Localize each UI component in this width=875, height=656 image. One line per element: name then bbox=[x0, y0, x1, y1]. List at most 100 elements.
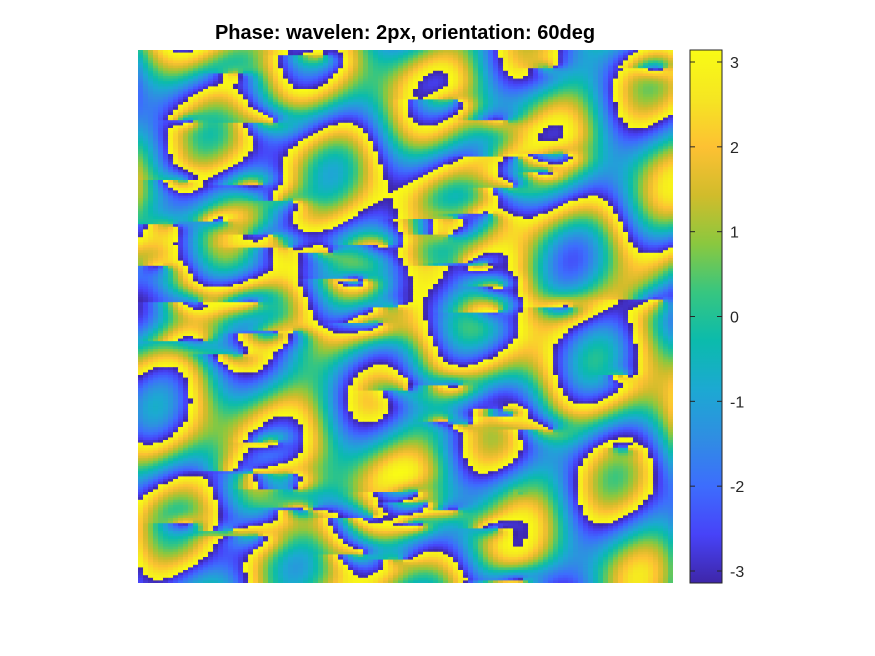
heatmap-cell bbox=[608, 148, 614, 152]
heatmap-cell bbox=[598, 143, 604, 147]
heatmap-cell bbox=[363, 60, 369, 64]
heatmap-cell bbox=[618, 99, 624, 103]
heatmap-cell bbox=[598, 91, 604, 95]
heatmap-cell bbox=[508, 115, 514, 118]
heatmap-cell bbox=[273, 167, 279, 170]
heatmap-cell bbox=[643, 141, 649, 144]
heatmap-cell bbox=[548, 125, 554, 129]
heatmap-cell bbox=[408, 161, 414, 165]
heatmap-cell bbox=[663, 86, 669, 90]
heatmap-cell bbox=[308, 151, 314, 155]
heatmap-cell bbox=[593, 141, 599, 144]
heatmap-cell bbox=[538, 60, 544, 64]
heatmap-cell bbox=[473, 130, 479, 134]
heatmap-cell bbox=[263, 135, 269, 139]
heatmap-cell bbox=[453, 89, 459, 92]
heatmap-cell bbox=[458, 130, 464, 134]
heatmap-cell bbox=[253, 164, 259, 168]
heatmap-cell bbox=[368, 146, 374, 150]
heatmap-cell bbox=[628, 99, 634, 103]
heatmap-cell bbox=[418, 156, 424, 160]
heatmap-cell bbox=[163, 159, 169, 163]
heatmap-cell bbox=[398, 50, 404, 53]
heatmap-cell bbox=[293, 94, 299, 98]
heatmap-cell bbox=[323, 83, 329, 87]
heatmap-cell bbox=[183, 164, 189, 168]
heatmap-cell bbox=[578, 57, 584, 61]
heatmap-cell bbox=[643, 167, 649, 170]
heatmap-cell bbox=[313, 159, 319, 163]
heatmap-cell bbox=[193, 96, 199, 100]
heatmap-cell bbox=[613, 115, 619, 118]
heatmap-cell bbox=[473, 52, 479, 56]
heatmap-cell bbox=[143, 63, 149, 66]
heatmap-cell bbox=[498, 57, 504, 61]
heatmap-cell bbox=[503, 141, 509, 144]
heatmap-cell bbox=[248, 159, 254, 163]
heatmap-cell bbox=[273, 63, 279, 66]
heatmap-cell bbox=[438, 102, 444, 105]
heatmap-cell bbox=[308, 148, 314, 152]
heatmap-cell bbox=[663, 109, 669, 113]
heatmap-cell bbox=[178, 169, 184, 173]
heatmap-cell bbox=[518, 151, 524, 155]
heatmap-cell bbox=[623, 91, 629, 95]
heatmap-cell bbox=[258, 154, 264, 157]
heatmap-cell bbox=[218, 167, 224, 170]
heatmap-cell bbox=[493, 107, 499, 111]
heatmap-cell bbox=[418, 115, 424, 118]
heatmap-cell bbox=[543, 107, 549, 111]
heatmap-cell bbox=[288, 107, 294, 111]
heatmap-cell bbox=[233, 159, 239, 163]
heatmap-cell bbox=[278, 159, 284, 163]
heatmap-cell bbox=[293, 117, 299, 121]
heatmap-cell bbox=[143, 122, 149, 126]
heatmap-cell bbox=[228, 109, 234, 113]
heatmap-cell bbox=[313, 167, 319, 170]
heatmap-cell bbox=[593, 78, 599, 82]
heatmap-cell bbox=[643, 104, 649, 108]
heatmap-cell bbox=[143, 86, 149, 90]
heatmap-cell bbox=[248, 65, 254, 69]
heatmap-cell bbox=[353, 99, 359, 103]
heatmap-cell bbox=[343, 146, 349, 150]
heatmap-cell bbox=[653, 52, 659, 56]
heatmap-cell bbox=[213, 57, 219, 61]
heatmap-cell bbox=[668, 96, 673, 100]
heatmap-cell bbox=[488, 55, 494, 59]
heatmap-cell bbox=[638, 120, 644, 124]
heatmap-cell bbox=[608, 99, 614, 103]
heatmap-cell bbox=[203, 151, 209, 155]
heatmap-cell bbox=[463, 133, 469, 137]
heatmap-cell bbox=[478, 55, 484, 59]
heatmap-cell bbox=[273, 76, 279, 79]
heatmap-cell bbox=[183, 91, 189, 95]
heatmap-cell bbox=[188, 125, 194, 129]
heatmap-cell bbox=[568, 148, 574, 152]
heatmap-cell bbox=[658, 115, 664, 118]
heatmap-cell bbox=[198, 104, 204, 108]
heatmap-cell bbox=[253, 83, 259, 87]
heatmap-cell bbox=[588, 81, 594, 85]
heatmap-cell bbox=[613, 52, 619, 56]
heatmap-cell bbox=[323, 120, 329, 124]
heatmap-cell bbox=[213, 141, 219, 144]
heatmap-cell bbox=[208, 143, 214, 147]
heatmap-cell bbox=[213, 70, 219, 74]
heatmap-cell bbox=[428, 138, 434, 142]
heatmap-cell bbox=[233, 78, 239, 82]
heatmap-cell bbox=[478, 146, 484, 150]
heatmap-cell bbox=[548, 76, 554, 79]
heatmap-cell bbox=[538, 83, 544, 87]
heatmap-cell bbox=[333, 89, 339, 92]
heatmap-cell bbox=[668, 109, 673, 113]
heatmap-cell bbox=[448, 120, 454, 124]
heatmap-cell bbox=[388, 120, 394, 124]
heatmap-cell bbox=[288, 159, 294, 163]
heatmap-cell bbox=[263, 138, 269, 142]
heatmap-cell bbox=[438, 159, 444, 163]
heatmap-cell bbox=[188, 164, 194, 168]
heatmap-cell bbox=[623, 133, 629, 137]
heatmap-cell bbox=[308, 50, 314, 53]
heatmap-cell bbox=[148, 154, 154, 157]
